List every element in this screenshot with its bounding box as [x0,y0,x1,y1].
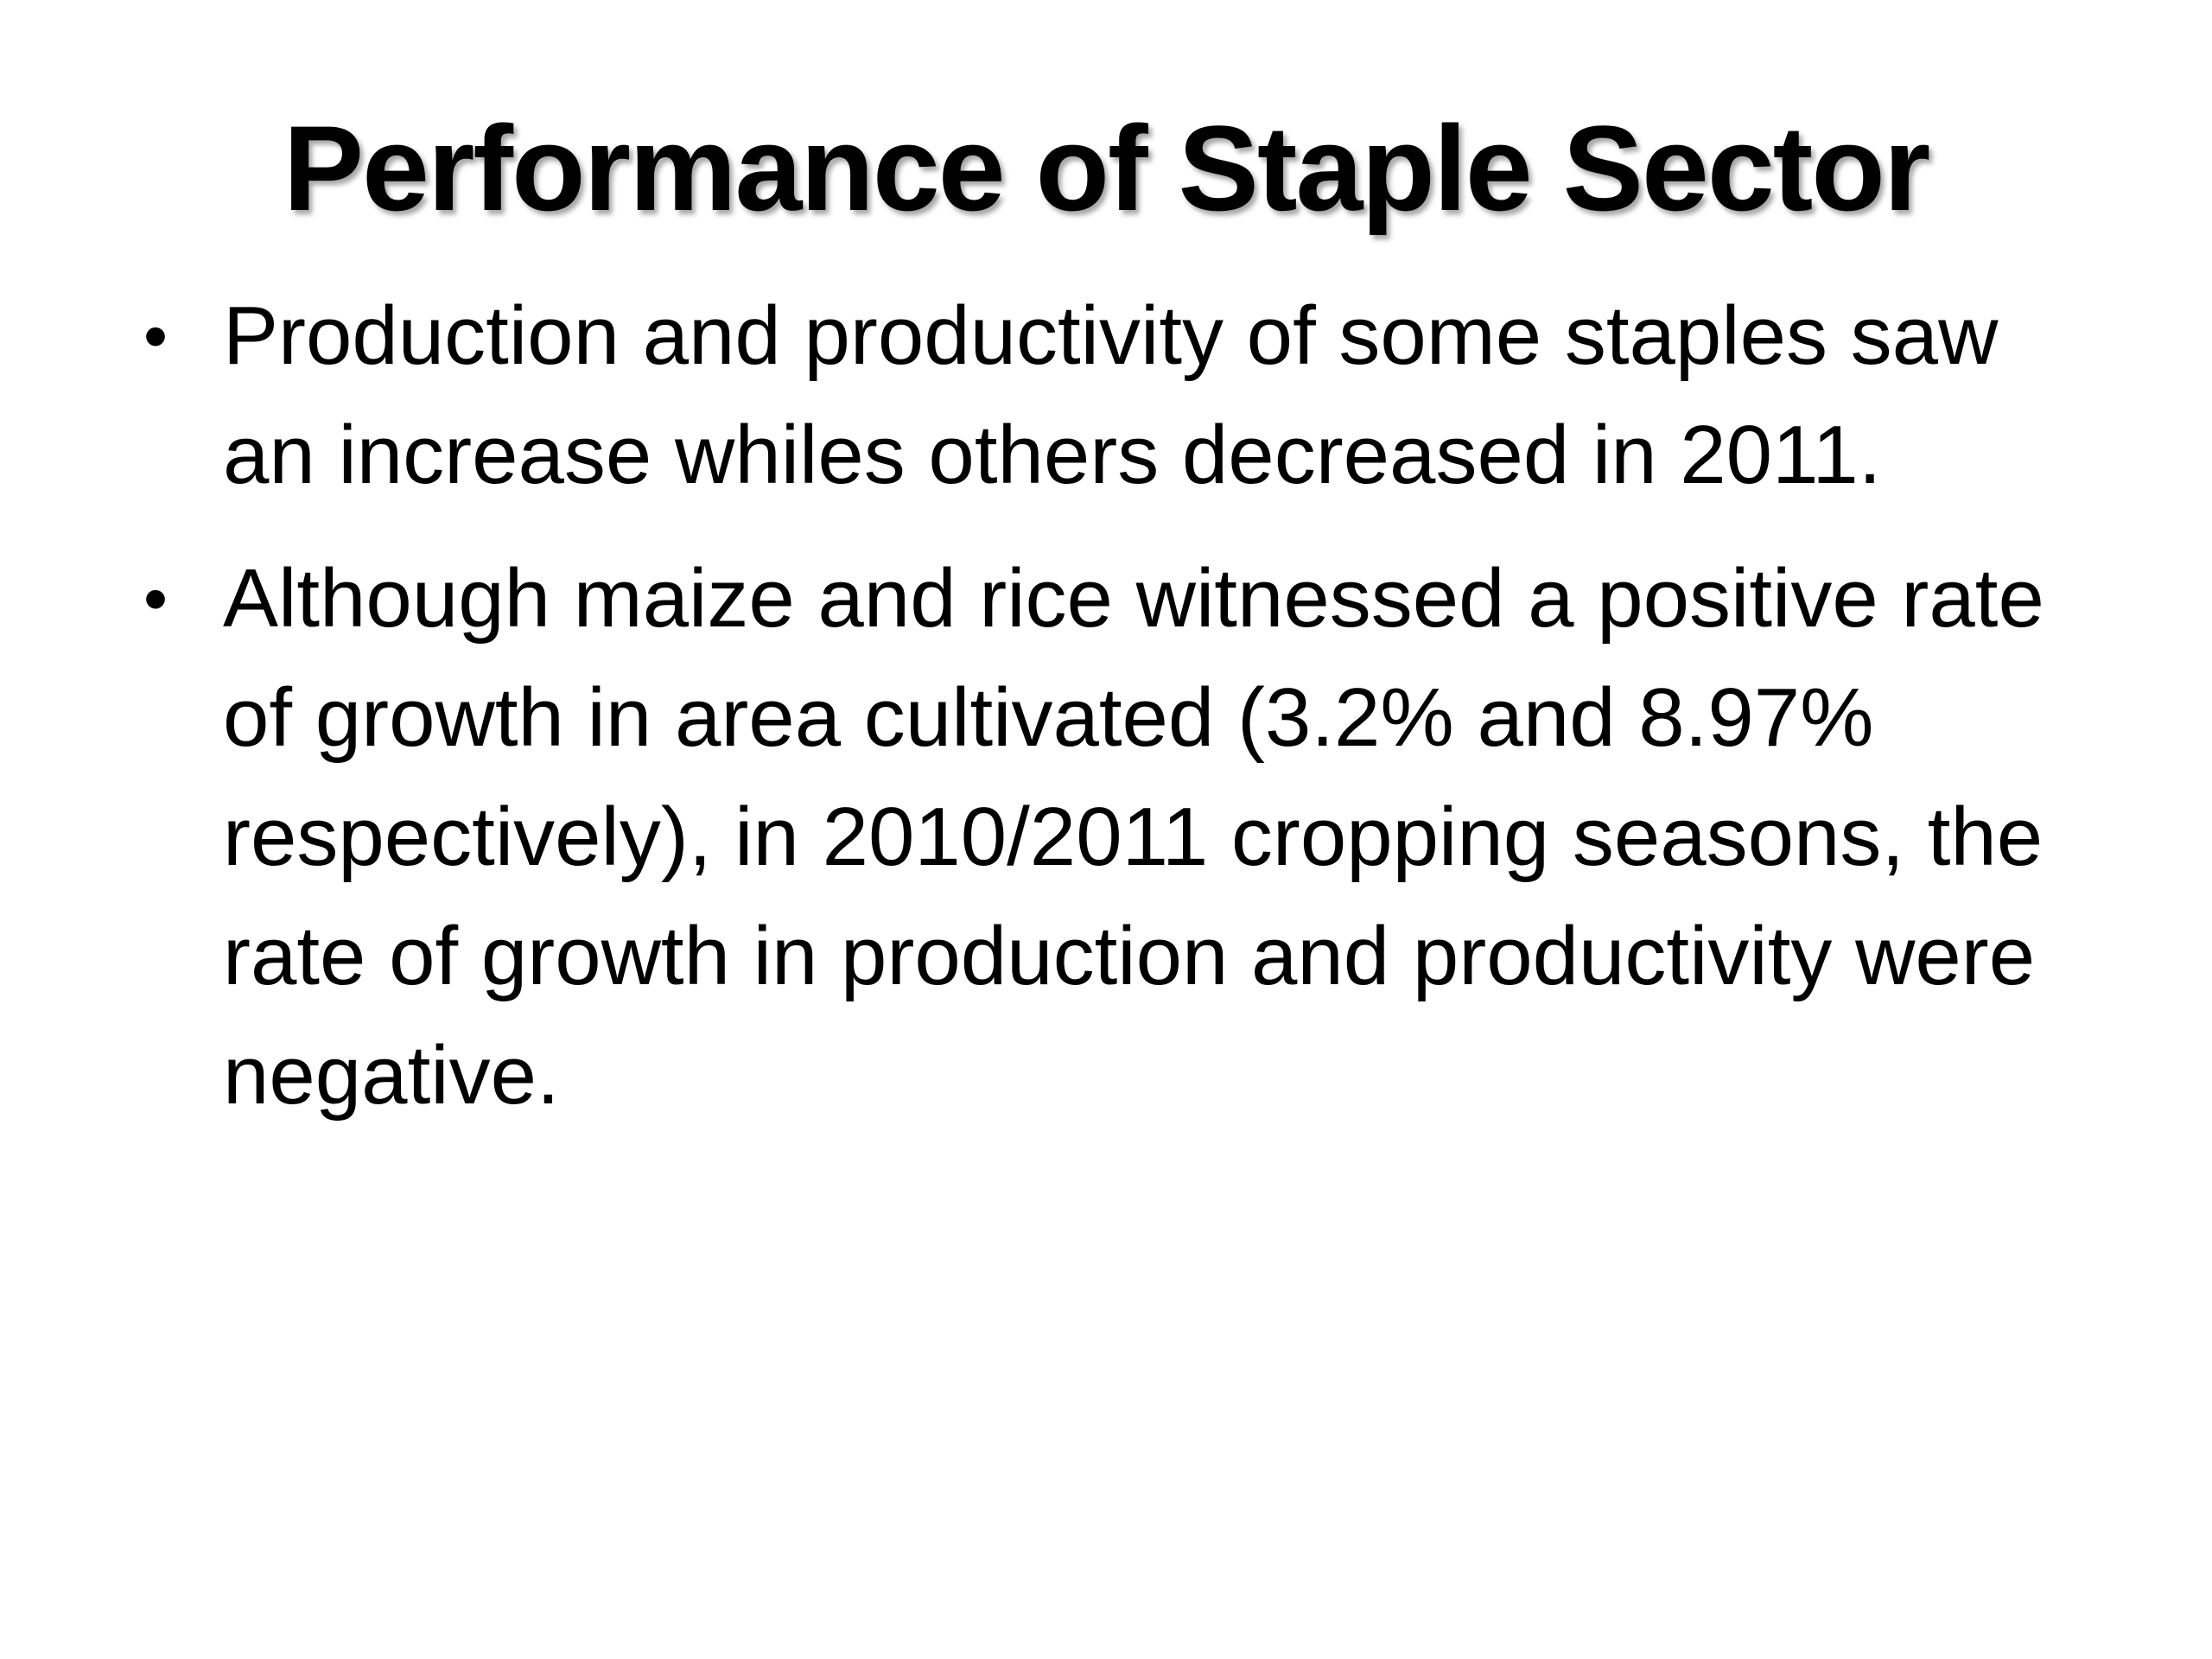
bullet-text: Although maize and rice witnessed a posi… [223,552,2044,1122]
bullet-item: • Although maize and rice witnessed a po… [130,539,2100,1135]
bullet-text: Production and productivity of some stap… [223,289,1999,501]
bullet-point-icon: • [143,297,168,374]
slide-title: Performance of Staple Sector [283,100,1931,236]
bullet-point-icon: • [143,560,168,637]
bullet-item: • Production and productivity of some st… [130,276,2100,515]
bullet-list: • Production and productivity of some st… [130,276,2100,1160]
